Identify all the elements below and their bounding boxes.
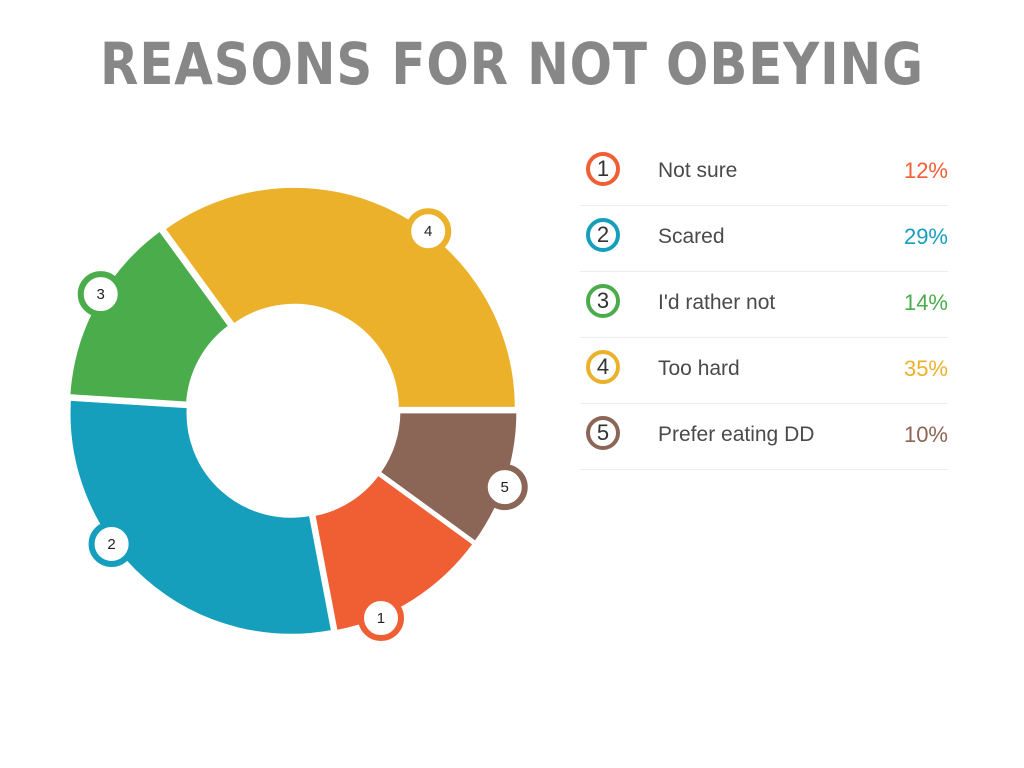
- slice-badge-prefer-eating-dd: [481, 464, 528, 511]
- donut-slice-prefer-eating-dd: [377, 410, 520, 545]
- legend: 1 Not sure 12% 2 Scared 29% 3 I'd rather…: [580, 140, 948, 470]
- legend-label: I'd rather not: [658, 291, 776, 314]
- slice-badge-number: 2: [107, 536, 115, 553]
- legend-number-badge: 1: [586, 152, 620, 186]
- page-title: REASONS FOR NOT OBEYING: [100, 30, 924, 98]
- legend-number-badge: 4: [586, 350, 620, 384]
- donut-slice-not-sure: [312, 471, 477, 634]
- slice-badge-too-hard: [405, 208, 452, 255]
- legend-item-not-sure: 1 Not sure 12%: [580, 140, 948, 206]
- legend-percent: 14%: [903, 290, 948, 315]
- legend-number-badge: 2: [586, 218, 620, 252]
- slice-badge-number: 3: [97, 286, 105, 303]
- legend-percent: 35%: [903, 356, 948, 381]
- slice-badge-number: 5: [501, 479, 509, 496]
- donut-slice-too-hard: [161, 184, 518, 410]
- legend-label: Scared: [658, 225, 725, 248]
- legend-number-badge: 3: [586, 284, 620, 318]
- legend-label: Prefer eating DD: [658, 423, 815, 446]
- legend-item-rather-not: 3 I'd rather not 14%: [580, 272, 948, 338]
- legend-percent: 29%: [903, 224, 948, 249]
- donut-chart: 5 1 2 3 4: [67, 184, 528, 642]
- slice-badge-number: 4: [424, 223, 432, 240]
- donut-slice-scared: [67, 397, 335, 637]
- slice-badge-scared: [88, 520, 135, 567]
- slice-badge-number: 1: [377, 610, 385, 627]
- slice-badge-not-sure: [357, 595, 404, 642]
- legend-number-badge: 5: [586, 416, 620, 450]
- donut-slice-rather-not: [67, 227, 232, 405]
- legend-item-scared: 2 Scared 29%: [580, 206, 948, 272]
- legend-label: Too hard: [658, 357, 740, 380]
- legend-label: Not sure: [658, 159, 738, 182]
- legend-item-too-hard: 4 Too hard 35%: [580, 338, 948, 404]
- slice-badge-rather-not: [77, 271, 124, 318]
- legend-percent: 10%: [903, 422, 948, 447]
- legend-percent: 12%: [903, 158, 948, 183]
- legend-item-prefer-eating-dd: 5 Prefer eating DD 10%: [580, 404, 948, 470]
